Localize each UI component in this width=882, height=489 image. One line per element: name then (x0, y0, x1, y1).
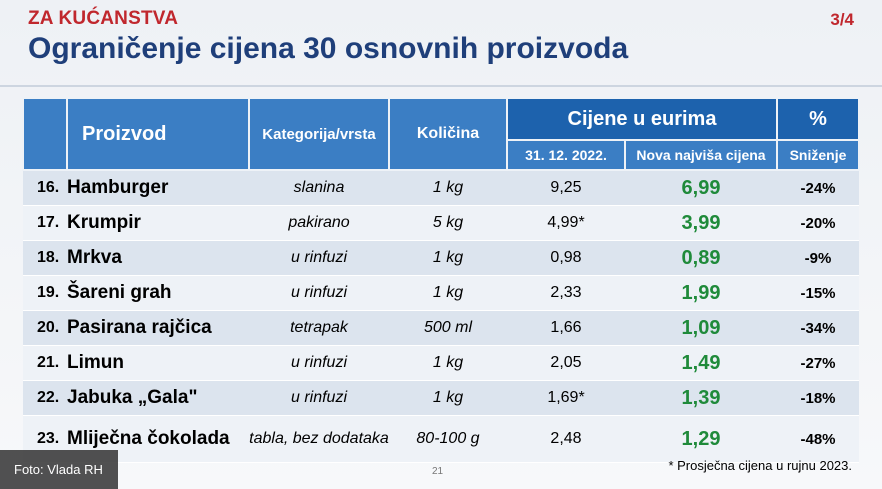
page-title: Ograničenje cijena 30 osnovnih proizvoda (28, 32, 629, 65)
product-quantity: 80-100 g (389, 415, 507, 463)
discount-percent: -34% (777, 310, 859, 346)
price-table: Proizvod Kategorija/vrsta Količina Cijen… (22, 97, 860, 463)
old-price: 2,48 (507, 415, 625, 463)
product-name: Jabuka „Gala" (67, 380, 249, 416)
discount-percent: -24% (777, 170, 859, 206)
product-name: Mrkva (67, 240, 249, 276)
table-row: 16. Hamburger slanina 1 kg 9,25 6,99 -24% (23, 170, 859, 206)
product-quantity: 1 kg (389, 170, 507, 206)
product-quantity: 1 kg (389, 380, 507, 416)
old-price: 0,98 (507, 240, 625, 276)
product-category: u rinfuzi (249, 240, 389, 276)
discount-percent: -20% (777, 205, 859, 241)
prices-header: Cijene u eurima (506, 97, 778, 141)
product-category: u rinfuzi (249, 380, 389, 416)
old-price: 4,99* (507, 205, 625, 241)
photo-credit: Foto: Vlada RH (0, 450, 118, 489)
discount-percent: -9% (777, 240, 859, 276)
table-row: 18. Mrkva u rinfuzi 1 kg 0,98 0,89 -9% (23, 240, 859, 276)
product-header: Proizvod (66, 97, 250, 171)
new-max-price: 6,99 (625, 170, 777, 206)
page-indicator: 3/4 (830, 10, 854, 29)
table-row: 23. Mliječna čokolada tabla, bez dodataka 8… (23, 415, 859, 463)
table-row: 21. Limun u rinfuzi 1 kg 2,05 1,49 -27% (23, 345, 859, 381)
product-name: Mliječna čokolada (67, 415, 249, 463)
old-price: 2,33 (507, 275, 625, 311)
table-row: 17. Krumpir pakirano 5 kg 4,99* 3,99 -20% (23, 205, 859, 241)
product-category: tabla, bez dodataka (249, 415, 389, 463)
section-label: ZA KUĆANSTVA (28, 8, 179, 29)
product-name: Limun (67, 345, 249, 381)
category-header: Kategorija/vrsta (248, 97, 390, 171)
discount-header: Sniženje (776, 139, 860, 171)
row-number: 21. (23, 345, 67, 381)
product-name: Hamburger (67, 170, 249, 206)
new-max-price: 1,99 (625, 275, 777, 311)
product-quantity: 1 kg (389, 345, 507, 381)
row-number: 20. (23, 310, 67, 346)
new-price-header: Nova najviša cijena (624, 139, 778, 171)
product-quantity: 500 ml (389, 310, 507, 346)
percent-header: % (776, 97, 860, 141)
product-category: pakirano (249, 205, 389, 241)
discount-percent: -48% (777, 415, 859, 463)
quantity-header: Količina (388, 97, 508, 171)
product-category: u rinfuzi (249, 275, 389, 311)
product-category: u rinfuzi (249, 345, 389, 381)
new-max-price: 3,99 (625, 205, 777, 241)
new-max-price: 1,09 (625, 310, 777, 346)
row-number: 22. (23, 380, 67, 416)
new-max-price: 1,39 (625, 380, 777, 416)
table-row: 22. Jabuka „Gala" u rinfuzi 1 kg 1,69* 1,39 -1… (23, 380, 859, 416)
new-max-price: 1,29 (625, 415, 777, 463)
row-number: 18. (23, 240, 67, 276)
table-row: 19. Šareni grah u rinfuzi 1 kg 2,33 1,99 -15% (23, 275, 859, 311)
discount-percent: -27% (777, 345, 859, 381)
row-number: 19. (23, 275, 67, 311)
discount-percent: -18% (777, 380, 859, 416)
footnote: * Prosječna cijena u rujnu 2023. (668, 458, 852, 473)
table-row: 20. Pasirana rajčica tetrapak 500 ml 1,66 1,0… (23, 310, 859, 346)
discount-percent: -15% (777, 275, 859, 311)
product-quantity: 1 kg (389, 240, 507, 276)
row-number: 17. (23, 205, 67, 241)
old-price: 1,69* (507, 380, 625, 416)
product-name: Pasirana rajčica (67, 310, 249, 346)
new-max-price: 0,89 (625, 240, 777, 276)
row-number: 16. (23, 170, 67, 206)
product-quantity: 1 kg (389, 275, 507, 311)
title-divider (0, 85, 882, 87)
old-price: 9,25 (507, 170, 625, 206)
new-max-price: 1,49 (625, 345, 777, 381)
product-name: Krumpir (67, 205, 249, 241)
product-quantity: 5 kg (389, 205, 507, 241)
number-header (22, 97, 68, 171)
product-category: tetrapak (249, 310, 389, 346)
old-price: 1,66 (507, 310, 625, 346)
slide-number: 21 (432, 466, 444, 477)
product-name: Šareni grah (67, 275, 249, 311)
product-category: slanina (249, 170, 389, 206)
old-price: 2,05 (507, 345, 625, 381)
old-price-header: 31. 12. 2022. (506, 139, 626, 171)
